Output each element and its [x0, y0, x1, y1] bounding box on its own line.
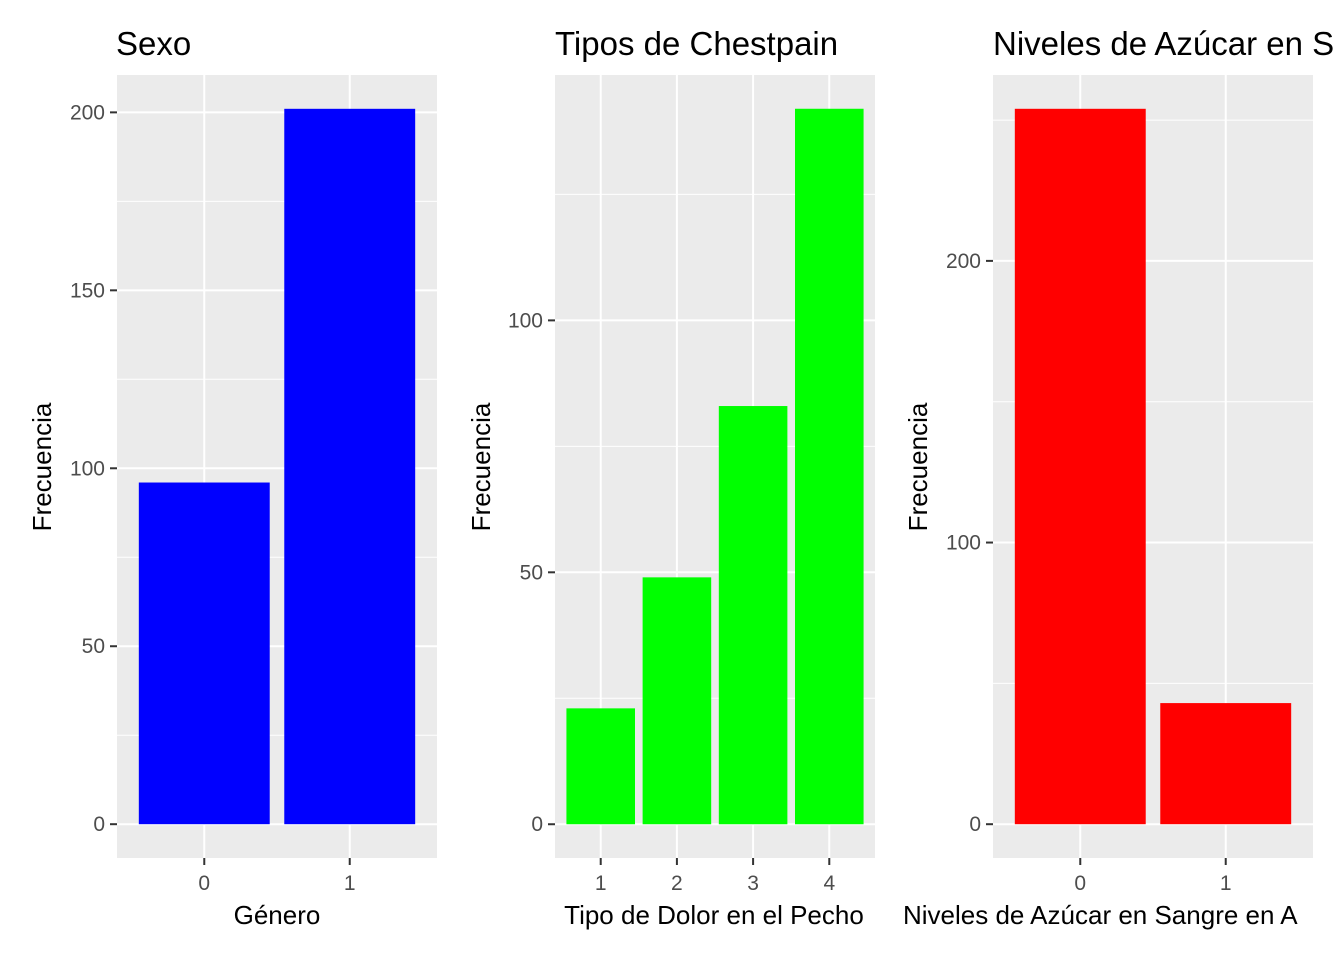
x-tick-label: 3: [747, 872, 759, 895]
chart-panel-chestpain: Tipos de Chestpain Tipo de Dolor en el P…: [466, 25, 875, 930]
y-tick-label: 0: [969, 813, 981, 836]
bar: [1014, 108, 1146, 825]
chart-title: Tipos de Chestpain: [555, 25, 838, 62]
x-tick-label: 1: [1220, 872, 1232, 895]
bar: [566, 708, 635, 825]
bar: [284, 108, 416, 825]
bar: [718, 406, 788, 825]
chart-panel-sexo: Sexo Género Frecuencia 0 50 100 150 200 0 1: [27, 25, 437, 930]
bar: [795, 108, 864, 825]
y-tick-label: 200: [946, 250, 981, 273]
y-tick-label: 100: [508, 309, 543, 332]
x-axis-title: Niveles de Azúcar en Sangre en A: [903, 900, 1298, 930]
bar: [1160, 703, 1292, 825]
y-tick-label: 50: [82, 635, 105, 658]
x-tick-label: 0: [198, 872, 210, 895]
y-tick-label: 0: [93, 813, 105, 836]
y-tick-label: 150: [70, 279, 105, 302]
x-tick-label: 4: [823, 872, 835, 895]
y-axis-title: Frecuencia: [27, 402, 57, 531]
x-axis-title: Tipo de Dolor en el Pecho: [564, 900, 864, 930]
chart-title: Niveles de Azúcar en S: [993, 25, 1334, 62]
y-axis-title: Frecuencia: [466, 402, 496, 531]
y-tick-label: 0: [531, 813, 543, 836]
y-tick-label: 100: [946, 532, 981, 555]
chart-title: Sexo: [116, 25, 191, 62]
bar: [642, 577, 712, 825]
x-tick-label: 1: [344, 872, 356, 895]
x-tick-label: 2: [671, 872, 683, 895]
chart-panel-azucar: Niveles de Azúcar en S Niveles de Azúcar…: [903, 25, 1334, 930]
y-tick-label: 50: [520, 561, 543, 584]
y-tick-label: 100: [70, 457, 105, 480]
y-tick-label: 200: [70, 101, 105, 124]
x-axis-title: Género: [234, 900, 321, 930]
y-axis-title: Frecuencia: [903, 402, 933, 531]
x-tick-label: 1: [595, 872, 607, 895]
bar: [138, 482, 270, 825]
x-tick-label: 0: [1074, 872, 1086, 895]
